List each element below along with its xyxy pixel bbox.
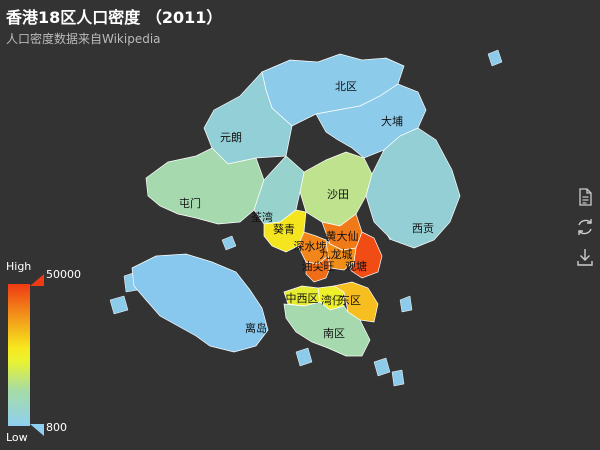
district-label: 离岛 xyxy=(245,321,267,335)
island-shape xyxy=(295,347,313,367)
district-label: 南区 xyxy=(323,327,345,340)
district-label: 沙田 xyxy=(327,188,349,201)
legend-high-label: High xyxy=(6,260,32,273)
data-view-icon[interactable] xyxy=(574,186,596,208)
visual-map-legend: High 50000 800 Low xyxy=(6,258,96,444)
district-label: 油尖旺 xyxy=(302,259,335,273)
district-region[interactable] xyxy=(283,301,371,357)
island-shape xyxy=(373,357,391,377)
district-region[interactable] xyxy=(203,71,293,165)
district-label: 东区 xyxy=(339,294,361,307)
legend-max-value: 50000 xyxy=(46,268,81,281)
legend-min-value: 800 xyxy=(46,421,67,434)
district-label: 葵青 xyxy=(273,223,295,236)
chart-title: 香港18区人口密度 （2011） xyxy=(6,8,223,27)
district-region[interactable] xyxy=(299,151,373,227)
district-region[interactable] xyxy=(305,255,331,283)
island-shape xyxy=(109,295,129,315)
district-label: 西贡 xyxy=(412,222,434,235)
legend-max-handle[interactable] xyxy=(30,274,44,286)
district-label: 屯门 xyxy=(179,196,201,210)
district-label: 元朗 xyxy=(220,131,242,144)
district-region[interactable] xyxy=(131,253,269,353)
legend-low-label: Low xyxy=(6,431,28,444)
save-image-icon[interactable] xyxy=(574,246,596,268)
island-shape xyxy=(221,235,237,251)
district-label: 观塘 xyxy=(345,259,367,273)
legend-color-bar[interactable] xyxy=(8,284,30,426)
district-region[interactable] xyxy=(349,231,383,279)
district-label: 湾仔 xyxy=(321,293,343,307)
district-label: 深水埗 xyxy=(294,239,327,253)
restore-icon[interactable] xyxy=(574,216,596,238)
island-shape xyxy=(399,295,413,313)
island-shape xyxy=(391,369,405,387)
district-region[interactable] xyxy=(333,281,379,323)
island-shape xyxy=(487,49,503,67)
district-label: 大埔 xyxy=(381,114,403,128)
chart-subtitle: 人口密度数据来自Wikipedia xyxy=(6,32,161,46)
district-region[interactable] xyxy=(365,127,461,249)
toolbox xyxy=(574,186,596,276)
district-label: 北区 xyxy=(335,80,357,93)
district-label: 荃湾 xyxy=(251,210,273,224)
district-label: 黄大仙 xyxy=(326,229,359,243)
district-label: 九龙城 xyxy=(320,248,353,261)
legend-min-handle[interactable] xyxy=(30,424,44,436)
district-label: 中西区 xyxy=(286,292,319,305)
